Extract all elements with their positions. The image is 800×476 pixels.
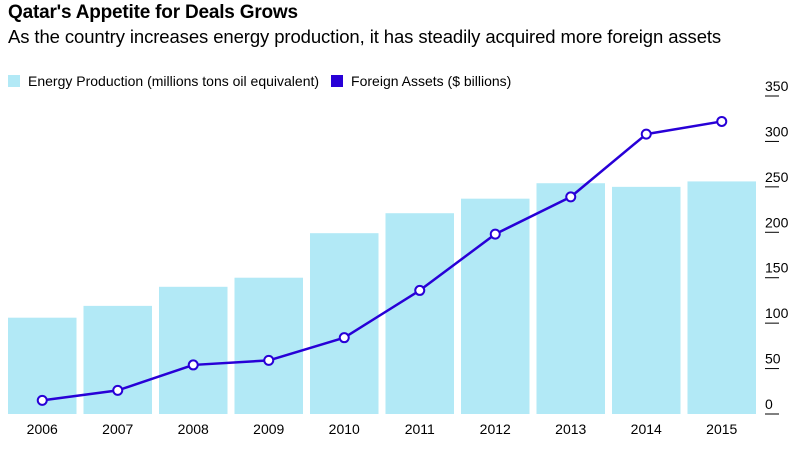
bar-2013	[536, 183, 605, 414]
bar-2014	[612, 186, 681, 414]
legend-label-energy-production: Energy Production (millions tons oil equ…	[28, 73, 320, 89]
point-2009	[263, 354, 275, 366]
legend-swatch-energy-production	[8, 75, 20, 87]
chart-subtitle: As the country increases energy producti…	[8, 26, 722, 47]
point-2010	[338, 332, 350, 344]
point-2007	[112, 384, 124, 396]
y-axis: 0 50 100 150 200 250 300 350	[765, 78, 789, 415]
y-tick-label-250: 250	[765, 169, 789, 185]
point-2011	[414, 284, 426, 296]
chart-title: Qatar's Appetite for Deals Grows	[8, 2, 298, 23]
legend-swatch-foreign-assets	[331, 75, 344, 87]
point-2006	[36, 394, 48, 406]
x-tick-label-2007: 2007	[102, 421, 133, 437]
point-2013	[565, 191, 577, 203]
y-tick-label-0: 0	[765, 396, 773, 412]
legend-item-foreign-assets: Foreign Assets ($ billions)	[331, 73, 511, 89]
legend-label-foreign-assets: Foreign Assets ($ billions)	[351, 73, 512, 89]
point-2008	[187, 359, 199, 371]
bar-series-energy-production	[8, 181, 756, 414]
x-tick-label-2014: 2014	[631, 421, 662, 437]
line-series-foreign-assets	[36, 115, 728, 406]
x-tick-label-2006: 2006	[27, 421, 58, 437]
point-2014	[640, 128, 652, 140]
bar-2007	[83, 305, 152, 414]
legend-item-energy-production: Energy Production (millions tons oil equ…	[8, 73, 319, 89]
x-tick-label-2015: 2015	[706, 421, 737, 437]
bar-2008	[159, 286, 228, 414]
y-tick-label-300: 300	[765, 123, 789, 139]
x-axis: 2006 2007 2008 2009 2010 2011 2012 2013 2014 2015	[27, 421, 738, 437]
x-tick-label-2008: 2008	[178, 421, 209, 437]
y-tick-label-100: 100	[765, 305, 789, 321]
x-tick-label-2010: 2010	[329, 421, 360, 437]
y-tick-label-50: 50	[765, 351, 781, 367]
bar-2015	[687, 181, 756, 414]
y-tick-label-200: 200	[765, 214, 789, 230]
x-tick-label-2013: 2013	[555, 421, 586, 437]
bar-2011	[385, 213, 454, 414]
x-tick-label-2011: 2011	[405, 421, 435, 437]
y-tick-label-350: 350	[765, 78, 789, 94]
line-foreign-assets	[42, 120, 722, 402]
y-tick-label-150: 150	[765, 260, 789, 276]
legend: Energy Production (millions tons oil equ…	[8, 73, 523, 89]
point-2012	[489, 228, 501, 240]
x-tick-label-2012: 2012	[480, 421, 511, 437]
bar-2009	[234, 277, 303, 414]
point-2015	[716, 115, 728, 127]
x-tick-label-2009: 2009	[253, 421, 284, 437]
